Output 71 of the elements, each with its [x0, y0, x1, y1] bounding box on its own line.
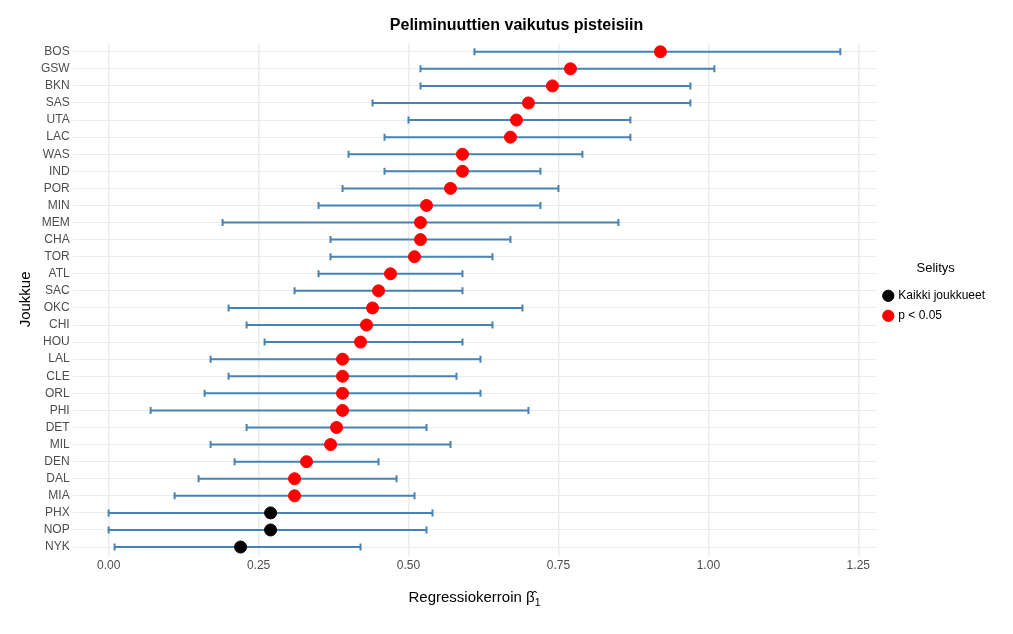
point — [455, 147, 469, 161]
y-tick-label: MEM — [41, 214, 70, 229]
point — [509, 113, 523, 127]
y-axis-title: Joukkue — [16, 271, 34, 328]
point — [545, 79, 559, 93]
y-tick-label: HOU — [42, 334, 70, 349]
y-tick-label: CHA — [44, 231, 70, 246]
point — [414, 233, 427, 247]
point — [384, 267, 398, 281]
point — [324, 438, 338, 452]
y-tick-label: PHX — [44, 505, 70, 520]
y-tick-label: POR — [43, 180, 70, 195]
point — [503, 130, 517, 144]
point — [372, 284, 386, 298]
y-tick-label: CLE — [46, 368, 70, 383]
x-tick-label: 0.50 — [396, 558, 421, 573]
x-tick-label: 1.25 — [846, 558, 871, 573]
y-tick-label: ORL — [44, 385, 70, 400]
y-tick-label: SAS — [45, 95, 70, 110]
legend-label: Kaikki joukkueet — [898, 288, 986, 303]
y-tick-label: MIL — [49, 436, 70, 451]
x-tick-label: 0.00 — [96, 558, 121, 573]
chart-title: Peliminuuttien vaikutus pisteisiin — [389, 16, 644, 34]
y-tick-label: MIN — [47, 197, 70, 212]
legend-title: Selitys — [916, 260, 956, 276]
point — [288, 472, 302, 486]
point — [336, 386, 350, 400]
point — [420, 198, 433, 212]
point — [264, 506, 278, 520]
y-tick-label: SAC — [44, 283, 70, 298]
y-tick-label: NYK — [44, 539, 70, 554]
y-tick-label: GSW — [40, 61, 71, 76]
y-tick-label: PHI — [49, 402, 70, 417]
point — [288, 489, 302, 503]
point — [354, 335, 368, 349]
point — [414, 216, 427, 230]
y-tick-label: LAL — [48, 351, 70, 366]
point — [360, 318, 374, 332]
y-tick-label: LAC — [46, 129, 70, 144]
point — [336, 352, 350, 366]
y-tick-label: WAS — [42, 146, 70, 161]
point — [563, 62, 577, 76]
point — [653, 45, 667, 59]
point — [300, 455, 314, 469]
y-tick-label: DET — [45, 419, 71, 434]
y-tick-label: DEN — [44, 453, 70, 468]
point — [521, 96, 535, 110]
y-tick-label: BKN — [44, 78, 70, 93]
legend-label: p < 0.05 — [898, 308, 943, 323]
point — [408, 250, 421, 264]
point — [366, 301, 380, 315]
point — [336, 403, 350, 417]
point — [443, 181, 457, 195]
y-tick-label: TOR — [44, 249, 70, 264]
y-tick-label: BOS — [44, 44, 70, 59]
y-tick-label: IND — [48, 163, 70, 178]
x-tick-label: 0.25 — [246, 558, 271, 573]
y-tick-label: MIA — [48, 488, 70, 503]
point — [330, 421, 344, 434]
y-tick-label: DAL — [46, 471, 70, 486]
x-tick-label: 1.00 — [696, 558, 721, 573]
y-tick-label: UTA — [46, 112, 70, 127]
y-tick-label: NOP — [43, 522, 70, 537]
point — [264, 523, 278, 537]
point — [234, 540, 248, 554]
point — [336, 369, 350, 383]
x-tick-label: 0.75 — [546, 558, 571, 573]
y-tick-label: CHI — [48, 317, 70, 332]
y-tick-label: OKC — [43, 300, 70, 315]
y-tick-label: ATL — [48, 266, 70, 281]
point — [455, 164, 469, 178]
